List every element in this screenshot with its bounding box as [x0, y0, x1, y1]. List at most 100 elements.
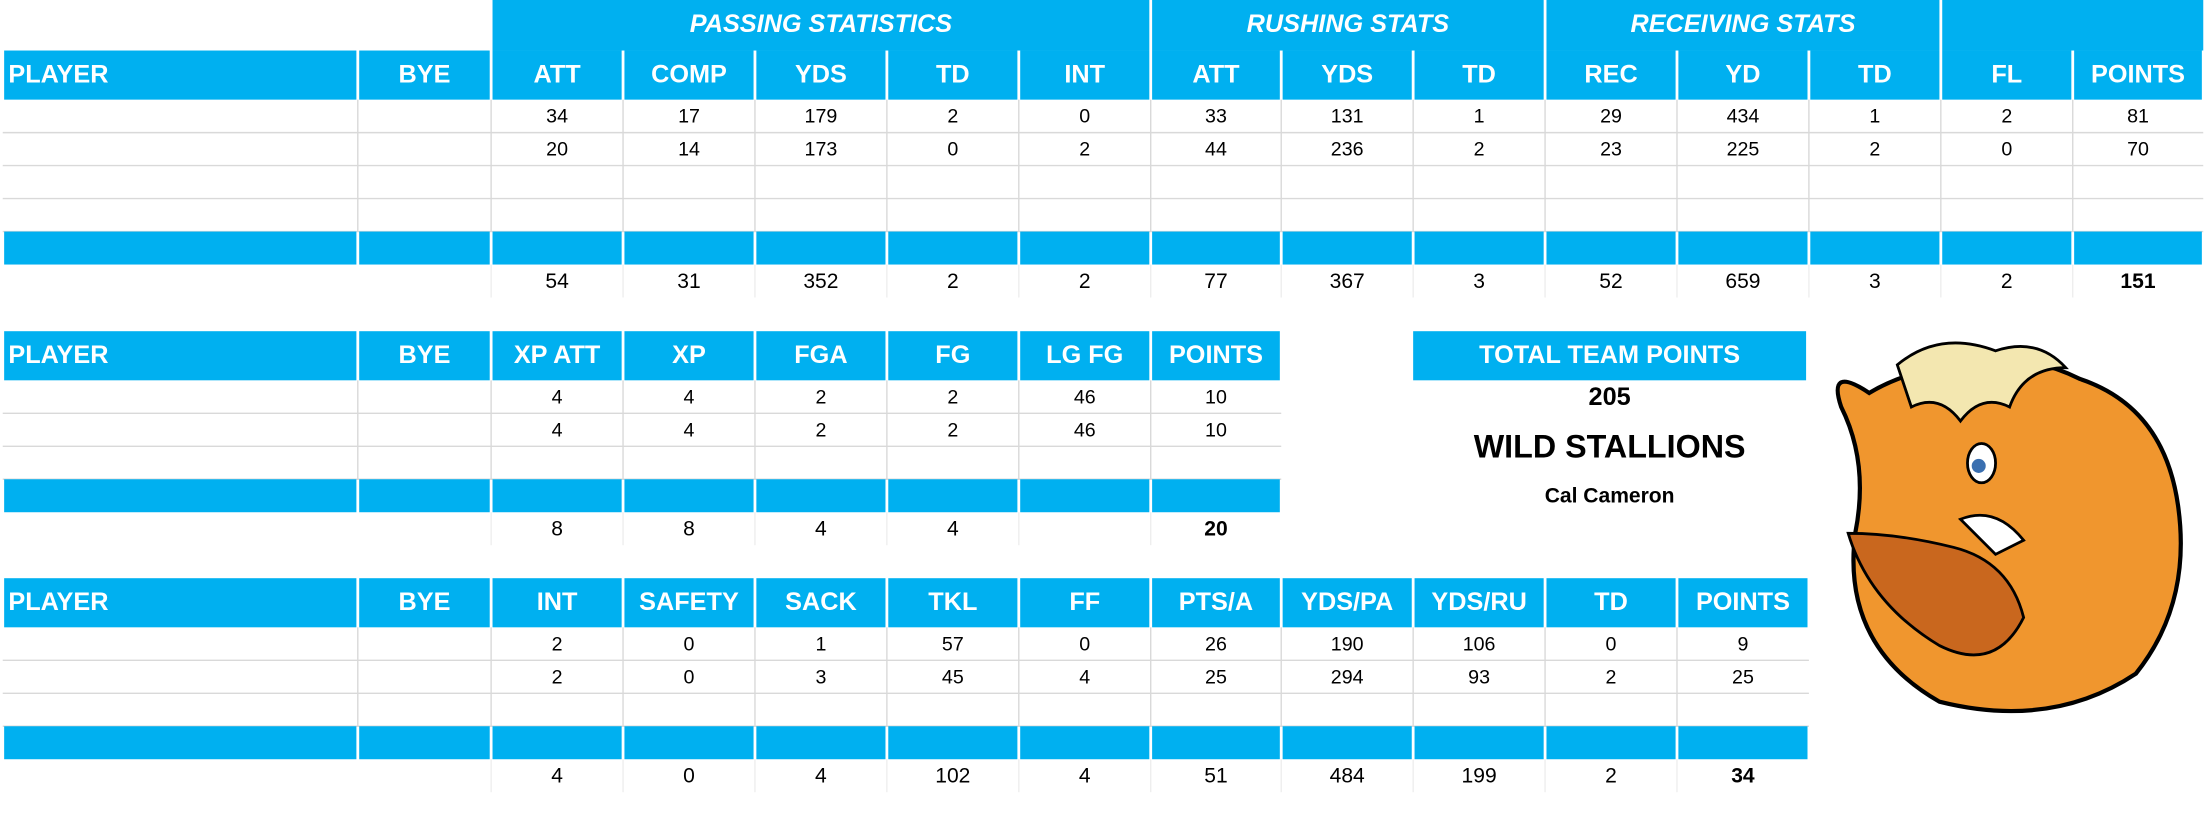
- band-cell: [1678, 231, 1808, 265]
- column-header: PLAYER: [8, 588, 108, 616]
- header-cell: [4, 50, 357, 100]
- column-header: LG FG: [1046, 341, 1123, 369]
- column-header: YD: [1725, 60, 1760, 88]
- grid: [2, 99, 2204, 793]
- header-cell: [1152, 578, 1280, 628]
- total-value: 77: [1204, 270, 1227, 293]
- column-header: YDS: [795, 60, 847, 88]
- total-value: 2: [2001, 270, 2013, 293]
- total-value: 659: [1725, 270, 1760, 293]
- total-value: 3: [1869, 270, 1881, 293]
- band-cell: [756, 726, 886, 760]
- cell-value: 2: [815, 386, 826, 408]
- column-header: INT: [1064, 60, 1105, 88]
- cell-value: 2: [947, 386, 958, 408]
- cell-value: 4: [684, 386, 695, 408]
- header-cell: [1546, 578, 1676, 628]
- cell-value: 2: [947, 419, 958, 441]
- header-cell: [756, 578, 886, 628]
- header-cell: [4, 331, 357, 381]
- total-value: 34: [1731, 765, 1755, 788]
- band-cell: [1942, 231, 2072, 265]
- header-cell: [4, 578, 357, 628]
- band-cell: [756, 231, 886, 265]
- total-value: 4: [947, 518, 959, 541]
- total-value: 20: [1204, 518, 1227, 541]
- column-header: REC: [1584, 60, 1637, 88]
- cell-value: 106: [1463, 633, 1496, 655]
- total-value: 367: [1330, 270, 1365, 293]
- cell-value: 0: [684, 666, 695, 688]
- total-points: 205: [1589, 383, 1631, 411]
- header-cell: [1546, 50, 1676, 100]
- cell-value: 190: [1331, 633, 1364, 655]
- column-header: SAFETY: [639, 588, 739, 616]
- header-cell: [359, 50, 490, 100]
- cells: PASSING STATISTICS RUSHING STATS RECEIVING…: [4, 0, 2204, 788]
- band-cell: [1414, 726, 1544, 760]
- cell-value: 33: [1205, 106, 1227, 128]
- column-header: ATT: [1192, 60, 1240, 88]
- band-cell: [1020, 726, 1150, 760]
- total-value: 8: [551, 518, 563, 541]
- cell-value: 1: [815, 633, 826, 655]
- cell-value: 2: [552, 633, 563, 655]
- total-value: 51: [1204, 765, 1227, 788]
- cell-value: 173: [805, 139, 838, 161]
- band-cell: [888, 726, 1018, 760]
- column-header: BYE: [399, 341, 451, 369]
- cell-value: 1: [1869, 106, 1880, 128]
- cell-value: 46: [1074, 386, 1096, 408]
- total-value: 199: [1462, 765, 1497, 788]
- total-value: 31: [677, 270, 700, 293]
- header-cell: [756, 50, 886, 100]
- header-cell: [888, 50, 1018, 100]
- cell-value: 34: [546, 106, 568, 128]
- band-cell: [1020, 231, 1150, 265]
- header-cell: [888, 331, 1018, 381]
- team-name: WILD STALLIONS: [1474, 429, 1746, 465]
- group-header: RUSHING STATS: [1247, 10, 1450, 38]
- column-header: FGA: [794, 341, 847, 369]
- column-header: PLAYER: [8, 60, 108, 88]
- column-header: FL: [1991, 60, 2022, 88]
- band-cell: [1282, 726, 1412, 760]
- header-cell: [2074, 50, 2202, 100]
- total-header-bg: [1413, 331, 1807, 381]
- group-header: RECEIVING STATS: [1630, 10, 1855, 38]
- total-value: 4: [1079, 765, 1091, 788]
- header-cell: [1020, 578, 1150, 628]
- cell-value: 2: [1606, 666, 1617, 688]
- column-header: TD: [1858, 60, 1892, 88]
- band-cell: [1020, 479, 1150, 513]
- header-cell: [1152, 50, 1280, 100]
- band-cell: [1414, 231, 1544, 265]
- band-cell: [359, 479, 490, 513]
- band-cell: [359, 726, 490, 760]
- band-cell: [1152, 231, 1280, 265]
- header-cell: [1678, 50, 1808, 100]
- group-header-cell: [492, 0, 1150, 51]
- cell-value: 294: [1331, 666, 1364, 688]
- column-header: SACK: [785, 588, 857, 616]
- cell-value: 0: [684, 633, 695, 655]
- cell-value: 4: [1079, 666, 1090, 688]
- column-header: TD: [1462, 60, 1496, 88]
- column-header: POINTS: [1696, 588, 1790, 616]
- column-header: PLAYER: [8, 341, 108, 369]
- cell-value: 17: [678, 106, 700, 128]
- total-value: 2: [1605, 765, 1617, 788]
- header-cell: [492, 50, 622, 100]
- band-cell: [624, 231, 754, 265]
- cell-value: 4: [684, 419, 695, 441]
- header-cell: [1282, 578, 1412, 628]
- column-header: FF: [1069, 588, 1100, 616]
- band-cell: [492, 231, 622, 265]
- band-cell: [1678, 726, 1808, 760]
- column-header: XP: [672, 341, 706, 369]
- header-cell: [624, 578, 754, 628]
- header-cell: [624, 331, 754, 381]
- header-cell: [1020, 50, 1150, 100]
- column-header: YDS/PA: [1301, 588, 1393, 616]
